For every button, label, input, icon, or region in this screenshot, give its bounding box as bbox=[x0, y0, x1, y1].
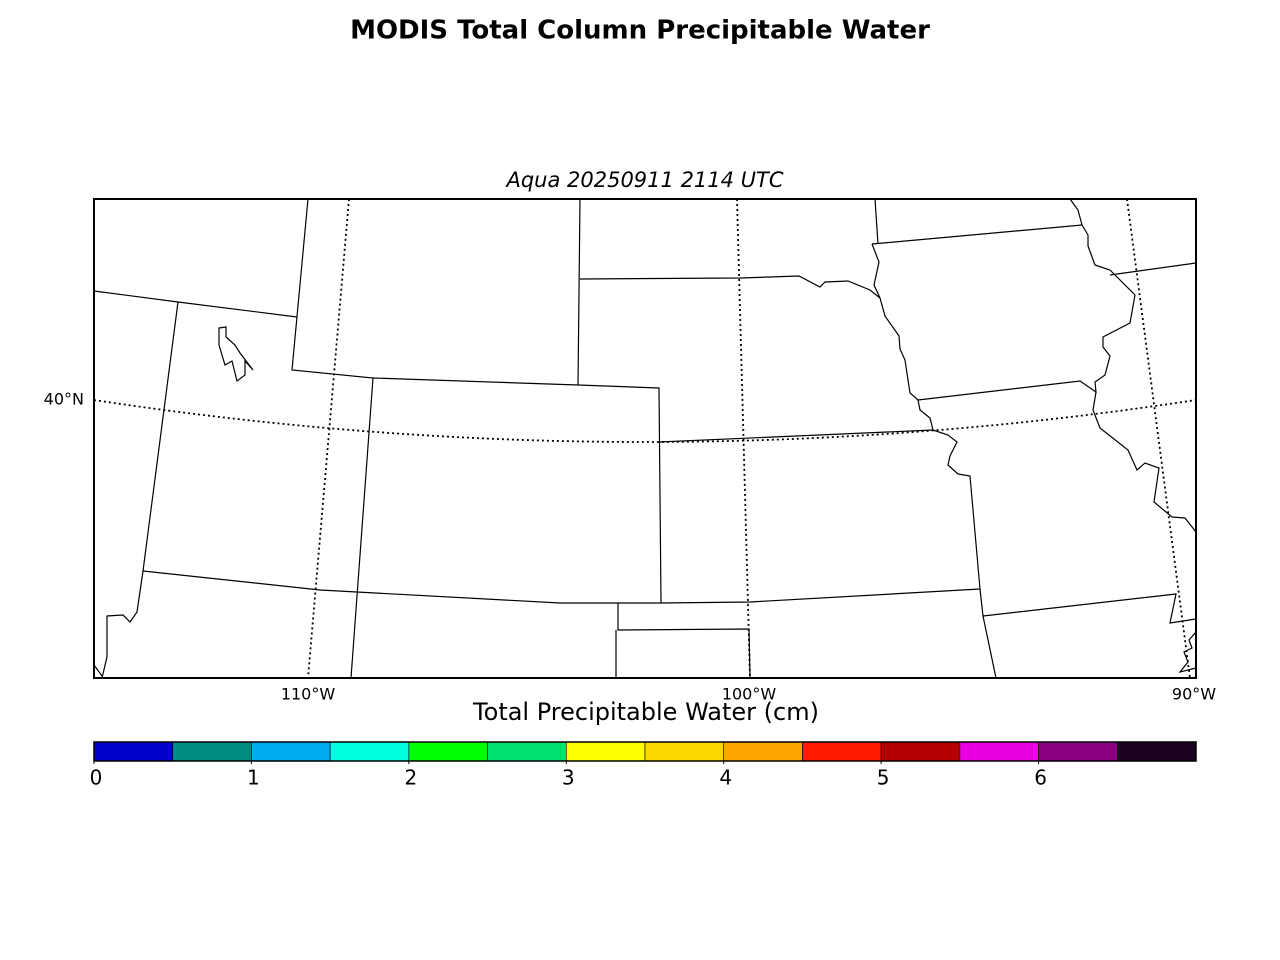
colorbar-tick-label: 6 bbox=[1034, 766, 1047, 790]
colorbar-segment bbox=[802, 741, 882, 762]
colorbar-tick-label: 1 bbox=[247, 766, 260, 790]
colorbar-segment bbox=[565, 741, 646, 762]
meridian bbox=[307, 198, 350, 679]
colorbar-segment bbox=[723, 741, 803, 762]
meridian bbox=[1126, 198, 1191, 679]
lon-label: 100°W bbox=[722, 685, 777, 704]
colorbar-segment bbox=[408, 741, 488, 762]
colorbar-tick-label: 0 bbox=[90, 766, 103, 790]
state-borders bbox=[93, 198, 1197, 679]
map-frame bbox=[93, 198, 1197, 679]
colorbar-tick-label: 4 bbox=[719, 766, 732, 790]
colorbar-segment bbox=[644, 741, 725, 762]
parallel bbox=[93, 399, 1197, 443]
colorbar-segment bbox=[880, 741, 961, 762]
subtitle: Aqua 20250911 2114 UTC bbox=[504, 168, 783, 192]
lat-label: 40°N bbox=[44, 390, 84, 409]
colorbar-tick-label: 5 bbox=[877, 766, 890, 790]
title: MODIS Total Column Precipitable Water bbox=[350, 16, 930, 46]
colorbar-segment bbox=[959, 741, 1039, 762]
colorbar-tick-label: 3 bbox=[562, 766, 575, 790]
map: 40°N 110°W 100°W 90°W bbox=[44, 198, 1216, 704]
colorbar-label: Total Precipitable Water (cm) bbox=[472, 698, 819, 726]
colorbar-segment bbox=[1116, 741, 1197, 762]
lon-label: 110°W bbox=[281, 685, 336, 704]
colorbar-segment bbox=[329, 741, 410, 762]
colorbar-frame bbox=[93, 741, 1197, 762]
colorbar-segment bbox=[172, 741, 252, 762]
colorbar: 0 1 2 3 4 5 6 bbox=[90, 741, 1197, 790]
colorbar-segment bbox=[1038, 741, 1118, 762]
colorbar-segment bbox=[93, 741, 174, 762]
colorbar-segment bbox=[487, 741, 567, 762]
colorbar-segment bbox=[251, 741, 331, 762]
lon-label: 90°W bbox=[1172, 685, 1216, 704]
colorbar-tick-label: 2 bbox=[404, 766, 417, 790]
